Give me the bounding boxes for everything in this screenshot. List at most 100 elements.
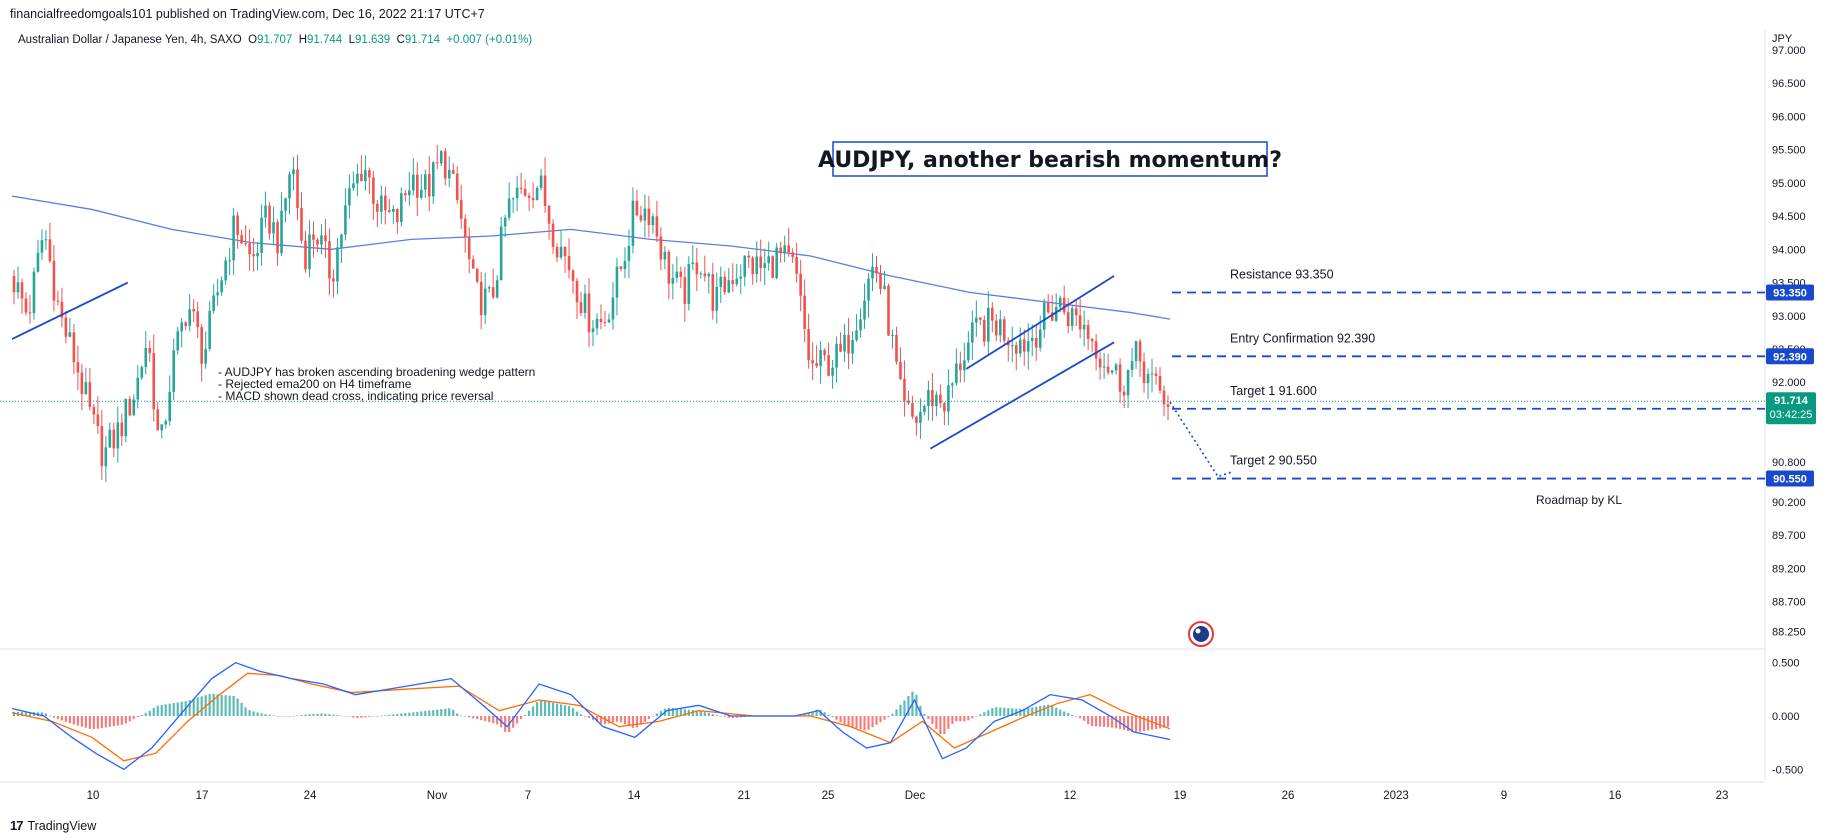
candle	[435, 145, 439, 170]
macd-histogram-bar	[1031, 707, 1034, 716]
candle	[128, 395, 132, 417]
macd-histogram-bar	[607, 716, 611, 724]
macd-histogram-bar	[120, 716, 123, 725]
candle	[384, 186, 387, 225]
macd-histogram-bar	[364, 716, 367, 718]
candle	[943, 402, 946, 426]
candle	[743, 255, 747, 287]
candle	[28, 295, 32, 324]
macd-histogram-bar	[400, 713, 403, 716]
symbol-title[interactable]: Australian Dollar / Japanese Yen, 4h, SA…	[18, 34, 242, 46]
candle	[631, 187, 635, 254]
candle	[959, 351, 962, 383]
signal-line[interactable]	[11, 672, 1171, 762]
candle	[607, 313, 611, 324]
candle	[1070, 305, 1074, 332]
macd-histogram-bar	[160, 705, 163, 716]
wedge-trendline[interactable]	[929, 341, 1115, 450]
candle	[264, 191, 267, 228]
macd-histogram-bar	[1142, 716, 1146, 732]
wedge-trendline[interactable]	[11, 281, 129, 340]
macd-histogram-bar	[108, 716, 111, 727]
candle	[32, 267, 36, 320]
footer[interactable]: 17 TradingView	[10, 818, 96, 833]
macd-histogram-bar	[428, 710, 431, 716]
candle	[1118, 358, 1122, 404]
candle	[459, 184, 463, 229]
candle	[471, 255, 475, 270]
candle	[599, 304, 603, 330]
macd-histogram-bar	[883, 716, 886, 720]
candle	[779, 241, 782, 263]
macd-histogram-bar	[1126, 716, 1130, 732]
candle	[260, 204, 263, 266]
macd-histogram-bar	[683, 709, 686, 716]
wedge-trendline[interactable]	[965, 275, 1115, 370]
footer-brand: TradingView	[27, 818, 97, 833]
macd-histogram-bar	[703, 712, 706, 716]
macd-histogram-bar	[208, 693, 211, 716]
candle	[1030, 324, 1034, 357]
candle	[392, 205, 395, 225]
macd-histogram-bar	[675, 708, 678, 716]
macd-histogram-bar	[955, 716, 958, 722]
price-tick-label: 90.200	[1772, 497, 1806, 509]
time-tick-label: 25	[822, 790, 835, 802]
macd-histogram-bar	[296, 715, 299, 716]
candle	[1002, 316, 1006, 344]
macd-histogram-bar	[895, 709, 898, 716]
candle	[935, 391, 938, 417]
candle	[1054, 293, 1058, 323]
macd-histogram-bar	[164, 704, 167, 716]
candle	[511, 197, 515, 213]
candle	[272, 206, 275, 246]
candle	[416, 162, 419, 217]
candle	[1022, 329, 1026, 366]
macd-histogram-bar	[456, 713, 459, 716]
ema200-line[interactable]	[11, 195, 1171, 320]
candle	[579, 291, 583, 316]
macd-line[interactable]	[11, 661, 1171, 771]
macd-histogram-bar	[559, 704, 563, 716]
candle	[783, 235, 786, 263]
macd-histogram-bar	[695, 710, 698, 716]
candle	[931, 372, 934, 421]
macd-histogram-bar	[212, 693, 215, 716]
candle	[108, 422, 112, 449]
macd-histogram-bar	[1095, 716, 1098, 727]
chart-title-box[interactable]: AUDJPY, another bearish momentum?	[818, 141, 1282, 177]
candle	[847, 317, 850, 370]
candle	[184, 321, 187, 331]
grid	[0, 30, 1766, 783]
candle	[1046, 294, 1050, 314]
candle	[759, 239, 763, 282]
level-price-tag: 90.550	[1766, 470, 1814, 487]
macd-histogram-bar	[651, 716, 654, 717]
macd-histogram-bar	[384, 715, 387, 716]
au-flag-icon[interactable]	[1188, 621, 1214, 647]
macd-histogram-bar	[711, 714, 714, 716]
macd-histogram-bar	[931, 716, 934, 725]
candle	[903, 360, 906, 417]
candle	[691, 245, 695, 271]
macd-histogram-bar	[615, 716, 619, 722]
macd-histogram-bar	[152, 707, 155, 716]
time-tick-label: 10	[87, 790, 100, 802]
macd-histogram-bar	[228, 695, 231, 716]
macd-histogram-bar	[999, 707, 1002, 716]
macd-histogram-bar	[412, 712, 415, 716]
projection-path[interactable]	[1169, 401, 1233, 478]
candle	[80, 363, 84, 411]
candle	[627, 229, 631, 279]
candle	[120, 413, 124, 446]
macd-histogram-bar	[280, 716, 283, 717]
candle	[447, 156, 451, 187]
macd-histogram-bar	[404, 713, 407, 716]
macd-histogram-bar	[587, 716, 591, 718]
candle	[515, 175, 519, 212]
macd-histogram-bar	[332, 714, 335, 716]
candle	[72, 323, 76, 375]
macd-histogram-bar	[1158, 716, 1162, 729]
macd-histogram-bar	[368, 716, 371, 717]
